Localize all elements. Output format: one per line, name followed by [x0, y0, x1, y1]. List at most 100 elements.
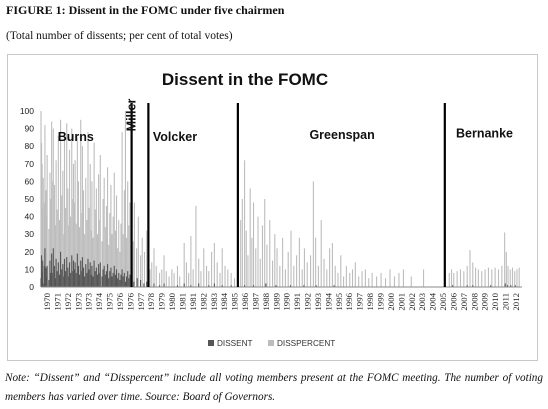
- bar-disspercent: [284, 269, 286, 287]
- bar-disspercent: [306, 262, 308, 287]
- bar-disspercent: [117, 248, 119, 287]
- bar-disspercent: [179, 276, 181, 287]
- bar-dissent: [53, 265, 55, 287]
- bar-disspercent: [303, 248, 305, 287]
- bar-disspercent: [326, 269, 328, 287]
- bar-disspercent: [44, 125, 46, 287]
- bar-disspercent: [77, 181, 80, 287]
- bar-dissent: [77, 265, 80, 287]
- bar-dissent: [49, 260, 51, 287]
- bar-dissent: [43, 265, 45, 287]
- x-tick-label: 1971: [52, 293, 62, 311]
- bar-disspercent: [245, 230, 247, 287]
- bar-disspercent: [115, 195, 118, 287]
- bar-dissent: [315, 285, 317, 287]
- bar-disspercent: [143, 251, 146, 287]
- bar-disspercent: [448, 272, 450, 287]
- bar-disspercent: [49, 172, 51, 287]
- y-tick-label: 100: [20, 106, 34, 116]
- bar-disspercent: [85, 177, 87, 287]
- bar-dissent: [190, 285, 192, 287]
- x-tick-label: 1994: [323, 292, 333, 310]
- bar-dissent: [72, 260, 74, 287]
- bar-disspercent: [320, 220, 322, 287]
- bar-disspercent: [343, 276, 345, 287]
- bar-dissent: [50, 272, 52, 287]
- bar-dissent: [119, 279, 121, 287]
- bar-disspercent: [46, 155, 48, 287]
- bar-disspercent: [257, 216, 259, 287]
- bar-dissent: [466, 285, 468, 287]
- bar-disspercent: [195, 206, 197, 287]
- bar-disspercent: [155, 265, 157, 287]
- bar-disspercent: [161, 269, 163, 287]
- bar-disspercent: [213, 243, 215, 287]
- bar-dissent: [52, 248, 54, 287]
- bar-disspercent: [282, 237, 284, 287]
- figure-note: Note: “Dissent” and “Disspercent” includ…: [5, 372, 543, 403]
- bar-disspercent: [86, 220, 88, 287]
- x-tick-label: 1991: [292, 293, 302, 311]
- bar-disspercent: [376, 276, 378, 287]
- bar-dissent: [105, 271, 107, 287]
- bar-dissent: [40, 278, 42, 287]
- bar-dissent: [68, 276, 70, 287]
- bar-disspercent: [75, 223, 77, 287]
- x-tick-label: 1983: [209, 292, 219, 310]
- x-tick-label: 1976: [125, 292, 135, 310]
- bar-disspercent: [261, 225, 264, 287]
- bar-dissent: [93, 260, 95, 287]
- bar-disspercent: [208, 271, 210, 287]
- bar-dissent: [126, 276, 128, 287]
- x-tick-label: 2010: [490, 292, 500, 310]
- bar-disspercent: [66, 123, 68, 287]
- bar-dissent: [275, 285, 277, 287]
- x-tick-label: 1996: [344, 292, 354, 310]
- bar-disspercent: [176, 265, 179, 287]
- bar-dissent: [92, 276, 94, 287]
- bar-disspercent: [315, 237, 317, 287]
- bar-dissent: [90, 274, 92, 287]
- bar-disspercent: [153, 248, 155, 287]
- x-tick-label: 1989: [271, 292, 281, 310]
- bar-dissent: [60, 251, 62, 287]
- bar-disspercent: [494, 267, 496, 287]
- bar-disspercent: [206, 265, 208, 287]
- bar-dissent: [472, 285, 474, 287]
- bar-disspercent: [371, 272, 373, 287]
- bar-disspercent: [140, 255, 142, 287]
- bar-dissent: [82, 267, 85, 287]
- bar-disspercent: [203, 248, 205, 287]
- bar-disspercent: [108, 244, 110, 287]
- x-tick-label: 2007: [459, 292, 469, 310]
- bar-dissent: [98, 264, 100, 287]
- y-tick-label: 0: [29, 282, 34, 292]
- bar-disspercent: [393, 276, 396, 287]
- y-tick-label: 20: [25, 247, 35, 257]
- bar-dissent: [68, 262, 71, 287]
- bar-disspercent: [198, 258, 200, 287]
- bar-disspercent: [219, 272, 221, 287]
- bar-disspercent: [469, 250, 471, 287]
- y-tick-label: 50: [25, 194, 35, 204]
- bar-disspercent: [505, 251, 507, 287]
- bar-disspercent: [79, 227, 81, 287]
- x-tick-label: 1972: [63, 293, 73, 311]
- bar-dissent: [490, 285, 492, 287]
- bar-disspercent: [211, 251, 213, 287]
- bar-dissent: [85, 264, 87, 287]
- y-tick-label: 60: [25, 176, 35, 186]
- bar-dissent: [143, 283, 145, 287]
- bar-dissent: [63, 258, 66, 287]
- x-tick-label: 1973: [84, 292, 94, 310]
- y-tick-label: 40: [25, 212, 35, 222]
- bar-disspercent: [68, 149, 71, 287]
- bar-disspercent: [190, 235, 192, 287]
- bar-disspercent: [163, 255, 165, 287]
- bar-disspercent: [216, 262, 218, 287]
- bar-dissent: [61, 269, 63, 287]
- bar-disspercent: [53, 184, 55, 287]
- bar-disspercent: [68, 225, 70, 287]
- bar-disspercent: [272, 260, 274, 287]
- x-tick-label: 1997: [355, 292, 365, 310]
